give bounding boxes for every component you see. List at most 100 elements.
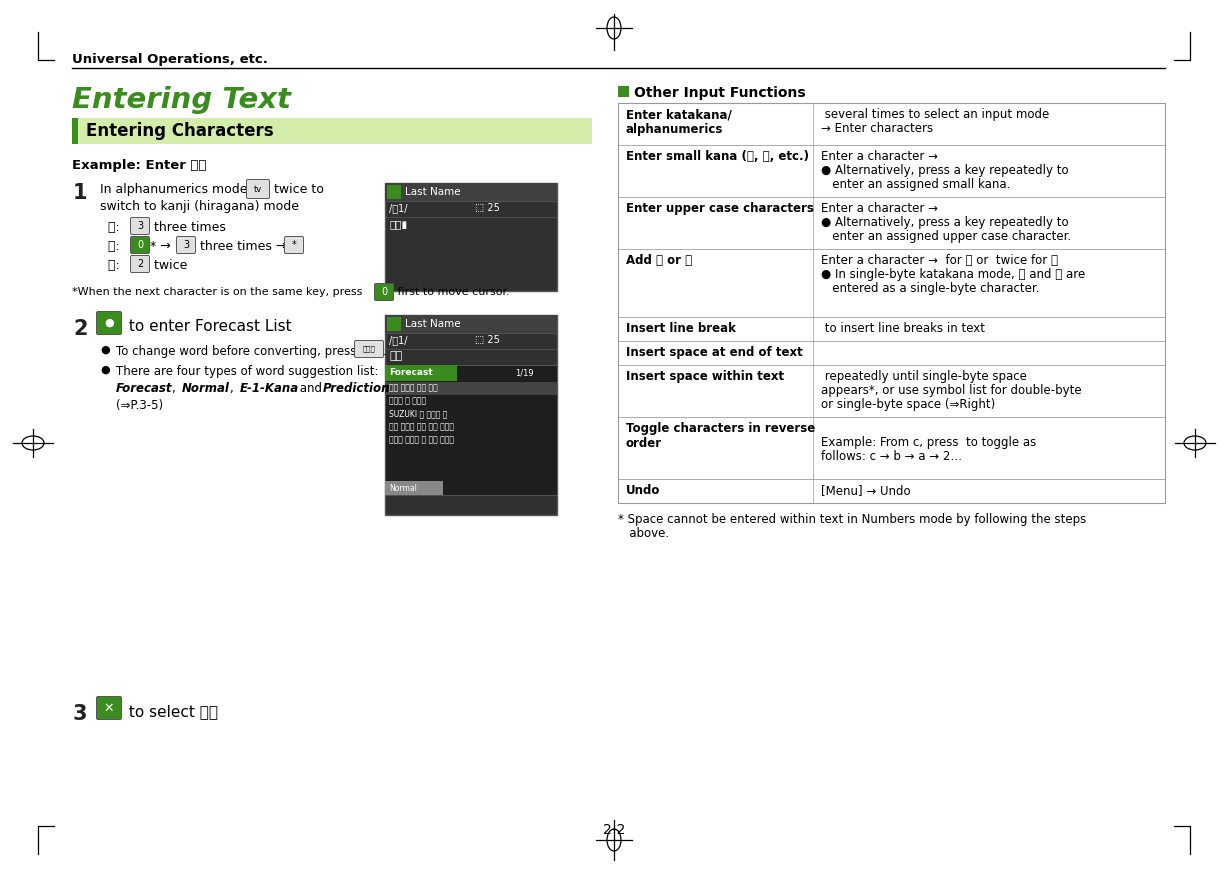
Text: To change word before converting, press: To change word before converting, press xyxy=(115,345,356,358)
Text: 鈴谷 スズキ 鈴敏 鈴苗: 鈴谷 スズキ 鈴敏 鈴苗 xyxy=(389,383,437,392)
Text: ● Alternatively, press a key repeatedly to: ● Alternatively, press a key repeatedly … xyxy=(822,164,1068,177)
Bar xyxy=(618,479,1165,503)
Text: → Enter characters: → Enter characters xyxy=(822,122,933,135)
Text: ｆｆｂ ｆｆＢ ｆ ｆｂ ｆｆｂ: ｆｆｂ ｆｆＢ ｆ ｆｂ ｆｆｂ xyxy=(389,435,454,444)
Bar xyxy=(386,481,443,495)
Text: ず:: ず: xyxy=(108,240,124,253)
Text: Enter upper case characters: Enter upper case characters xyxy=(626,202,814,215)
FancyBboxPatch shape xyxy=(130,255,150,273)
FancyBboxPatch shape xyxy=(97,696,122,719)
Bar xyxy=(386,183,558,201)
Bar xyxy=(72,118,79,144)
Text: Other Input Functions: Other Input Functions xyxy=(634,86,806,100)
Text: Enter katakana/
alphanumerics: Enter katakana/ alphanumerics xyxy=(626,108,732,136)
Bar xyxy=(618,317,1165,341)
Text: 2-2: 2-2 xyxy=(603,823,625,837)
Text: follows: c → b → a → 2…: follows: c → b → a → 2… xyxy=(822,450,962,463)
Text: twice: twice xyxy=(150,259,188,272)
Text: three times →: three times → xyxy=(196,240,290,253)
Text: SUZUKI 錫 寿州音 鎖: SUZUKI 錫 寿州音 鎖 xyxy=(389,409,447,418)
Text: 0: 0 xyxy=(138,240,144,250)
Text: * →: * → xyxy=(150,240,174,253)
Text: 3: 3 xyxy=(138,221,144,231)
Text: appears*, or use symbol list for double-byte: appears*, or use symbol list for double-… xyxy=(822,384,1082,397)
Text: tv: tv xyxy=(254,184,262,193)
Text: to enter Forecast List: to enter Forecast List xyxy=(124,319,291,334)
Text: Last Name: Last Name xyxy=(405,319,460,329)
Text: 2: 2 xyxy=(72,319,87,339)
Bar xyxy=(618,417,1165,479)
Text: .: . xyxy=(383,345,387,358)
Bar xyxy=(386,365,457,381)
Bar xyxy=(618,86,629,97)
FancyBboxPatch shape xyxy=(375,284,393,300)
Bar xyxy=(387,317,402,331)
Text: ● Alternatively, press a key repeatedly to: ● Alternatively, press a key repeatedly … xyxy=(822,216,1068,229)
Text: 1/19: 1/19 xyxy=(515,368,534,377)
Text: Normal: Normal xyxy=(389,484,416,493)
Text: Prediction: Prediction xyxy=(323,382,391,395)
Text: Entering Characters: Entering Characters xyxy=(86,122,274,140)
Bar xyxy=(79,118,592,144)
Text: There are four types of word suggestion list:: There are four types of word suggestion … xyxy=(115,365,378,378)
Text: or single-byte space (⇒Right): or single-byte space (⇒Right) xyxy=(822,398,995,411)
FancyBboxPatch shape xyxy=(177,237,195,253)
Text: and: and xyxy=(296,382,325,395)
Text: switch to kanji (hiragana) mode: switch to kanji (hiragana) mode xyxy=(99,200,298,213)
Bar xyxy=(386,315,558,515)
Bar xyxy=(386,382,558,395)
Bar xyxy=(618,365,1165,417)
Text: entered as a single-byte character.: entered as a single-byte character. xyxy=(822,282,1039,295)
Text: Undo: Undo xyxy=(626,484,661,497)
Bar xyxy=(386,315,558,333)
Text: Forecast: Forecast xyxy=(389,368,432,377)
Text: Enter small kana (つ, ツ, etc.): Enter small kana (つ, ツ, etc.) xyxy=(626,150,809,163)
Text: /漢1/: /漢1/ xyxy=(389,335,408,345)
Text: Insert line break: Insert line break xyxy=(626,322,736,335)
Text: クリア: クリア xyxy=(362,346,376,353)
Text: several times to select an input mode: several times to select an input mode xyxy=(822,108,1049,121)
Text: す:: す: xyxy=(108,221,124,234)
Text: above.: above. xyxy=(618,527,669,540)
Text: Entering Text: Entering Text xyxy=(72,86,291,114)
Text: Toggle characters in reverse
order: Toggle characters in reverse order xyxy=(626,422,815,450)
Text: Universal Operations, etc.: Universal Operations, etc. xyxy=(72,53,268,66)
Text: ● In single-byte katakana mode, ゛ and ゜ are: ● In single-byte katakana mode, ゛ and ゜ … xyxy=(822,268,1086,281)
Bar xyxy=(386,365,558,495)
Text: Example: Enter 鈴木: Example: Enter 鈴木 xyxy=(72,159,206,172)
Text: to select 鈴木: to select 鈴木 xyxy=(124,704,219,719)
FancyBboxPatch shape xyxy=(130,217,150,235)
Text: ,: , xyxy=(230,382,237,395)
FancyBboxPatch shape xyxy=(285,237,303,253)
FancyBboxPatch shape xyxy=(97,312,122,335)
Text: ✕: ✕ xyxy=(103,702,114,714)
Text: twice to: twice to xyxy=(270,183,324,196)
Text: すずき 鑑 寿松木: すずき 鑑 寿松木 xyxy=(389,396,426,405)
Text: Enter a character →  for ゛ or  twice for ゜: Enter a character → for ゛ or twice for ゜ xyxy=(822,254,1059,267)
Text: Insert space at end of text: Insert space at end of text xyxy=(626,346,803,359)
Text: (⇒P.3-5): (⇒P.3-5) xyxy=(115,399,163,412)
Text: 涼椙 スズキ ｆｆ ｆｂ ｆｆｂ: 涼椙 スズキ ｆｆ ｆｂ ｆｆｂ xyxy=(389,422,454,431)
Bar xyxy=(618,197,1165,249)
FancyBboxPatch shape xyxy=(355,340,383,357)
Text: 1: 1 xyxy=(72,183,87,203)
Text: repeatedly until single-byte space: repeatedly until single-byte space xyxy=(822,370,1027,383)
Text: to insert line breaks in text: to insert line breaks in text xyxy=(822,322,985,335)
FancyBboxPatch shape xyxy=(130,237,150,253)
Text: Forecast: Forecast xyxy=(115,382,172,395)
Text: すず▮: すず▮ xyxy=(389,219,408,229)
Text: 2: 2 xyxy=(136,259,144,269)
Text: enter an assigned small kana.: enter an assigned small kana. xyxy=(822,178,1011,191)
Text: *: * xyxy=(291,240,296,250)
Bar xyxy=(618,249,1165,317)
Text: き:: き: xyxy=(108,259,124,272)
Text: ,: , xyxy=(172,382,179,395)
Text: 0: 0 xyxy=(381,287,387,297)
Bar xyxy=(618,145,1165,197)
Text: 鈴木: 鈴木 xyxy=(389,351,403,361)
Text: Insert space within text: Insert space within text xyxy=(626,370,785,383)
Text: [Menu] → Undo: [Menu] → Undo xyxy=(822,484,911,497)
Text: In alphanumerics mode,: In alphanumerics mode, xyxy=(99,183,252,196)
Text: Enter a character →: Enter a character → xyxy=(822,150,942,163)
Text: 3: 3 xyxy=(72,704,87,724)
